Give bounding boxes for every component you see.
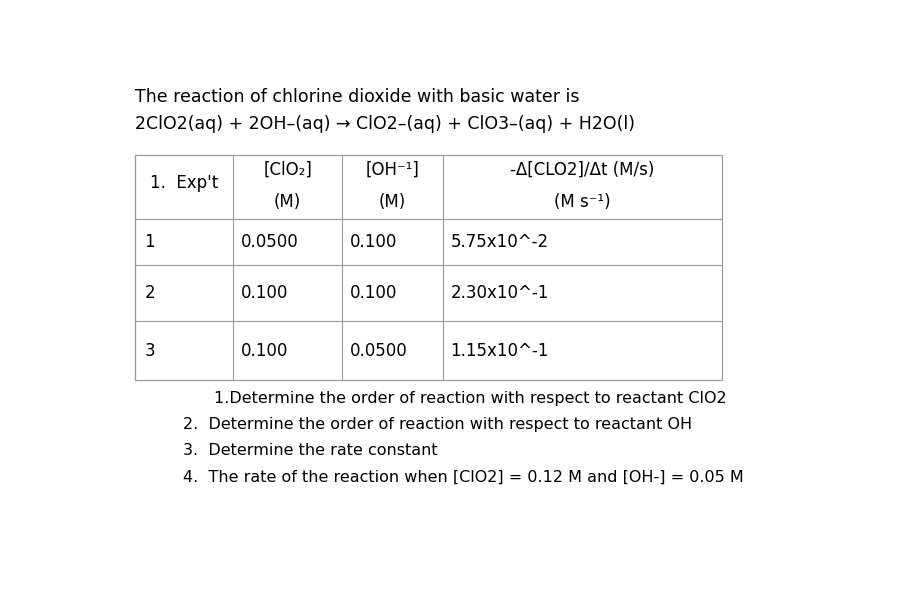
Text: (M): (M): [379, 193, 406, 211]
Text: 1: 1: [144, 232, 155, 251]
Text: 0.0500: 0.0500: [350, 342, 408, 359]
Bar: [135, 155, 721, 380]
Text: [ClO₂]: [ClO₂]: [263, 161, 312, 179]
Text: 3.  Determine the rate constant: 3. Determine the rate constant: [183, 443, 438, 458]
Text: [OH⁻¹]: [OH⁻¹]: [365, 161, 419, 179]
Text: 2.  Determine the order of reaction with respect to reactant OH: 2. Determine the order of reaction with …: [183, 417, 692, 432]
Text: 2.30x10^-1: 2.30x10^-1: [450, 284, 549, 302]
Text: 1.15x10^-1: 1.15x10^-1: [450, 342, 549, 359]
Text: 1.Determine the order of reaction with respect to reactant ClO2: 1.Determine the order of reaction with r…: [214, 391, 727, 406]
Text: 5.75x10^-2: 5.75x10^-2: [450, 232, 548, 251]
Text: (M s⁻¹): (M s⁻¹): [554, 193, 611, 211]
Text: 0.0500: 0.0500: [241, 232, 299, 251]
Text: 2ClO2(aq) + 2OH–(aq) → ClO2–(aq) + ClO3–(aq) + H2O(l): 2ClO2(aq) + 2OH–(aq) → ClO2–(aq) + ClO3–…: [135, 114, 635, 133]
Text: 0.100: 0.100: [241, 284, 288, 302]
Text: 1.  Exp't: 1. Exp't: [150, 174, 218, 192]
Text: 0.100: 0.100: [350, 232, 397, 251]
Text: (M): (M): [274, 193, 302, 211]
Text: 4.  The rate of the reaction when [ClO2] = 0.12 M and [OH-] = 0.05 M: 4. The rate of the reaction when [ClO2] …: [183, 470, 744, 485]
Text: 3: 3: [144, 342, 155, 359]
Text: 2: 2: [144, 284, 155, 302]
Text: The reaction of chlorine dioxide with basic water is: The reaction of chlorine dioxide with ba…: [135, 88, 580, 105]
Text: 0.100: 0.100: [350, 284, 397, 302]
Text: -Δ[CLO2]/Δt (M/s): -Δ[CLO2]/Δt (M/s): [510, 161, 654, 179]
Text: 0.100: 0.100: [241, 342, 288, 359]
